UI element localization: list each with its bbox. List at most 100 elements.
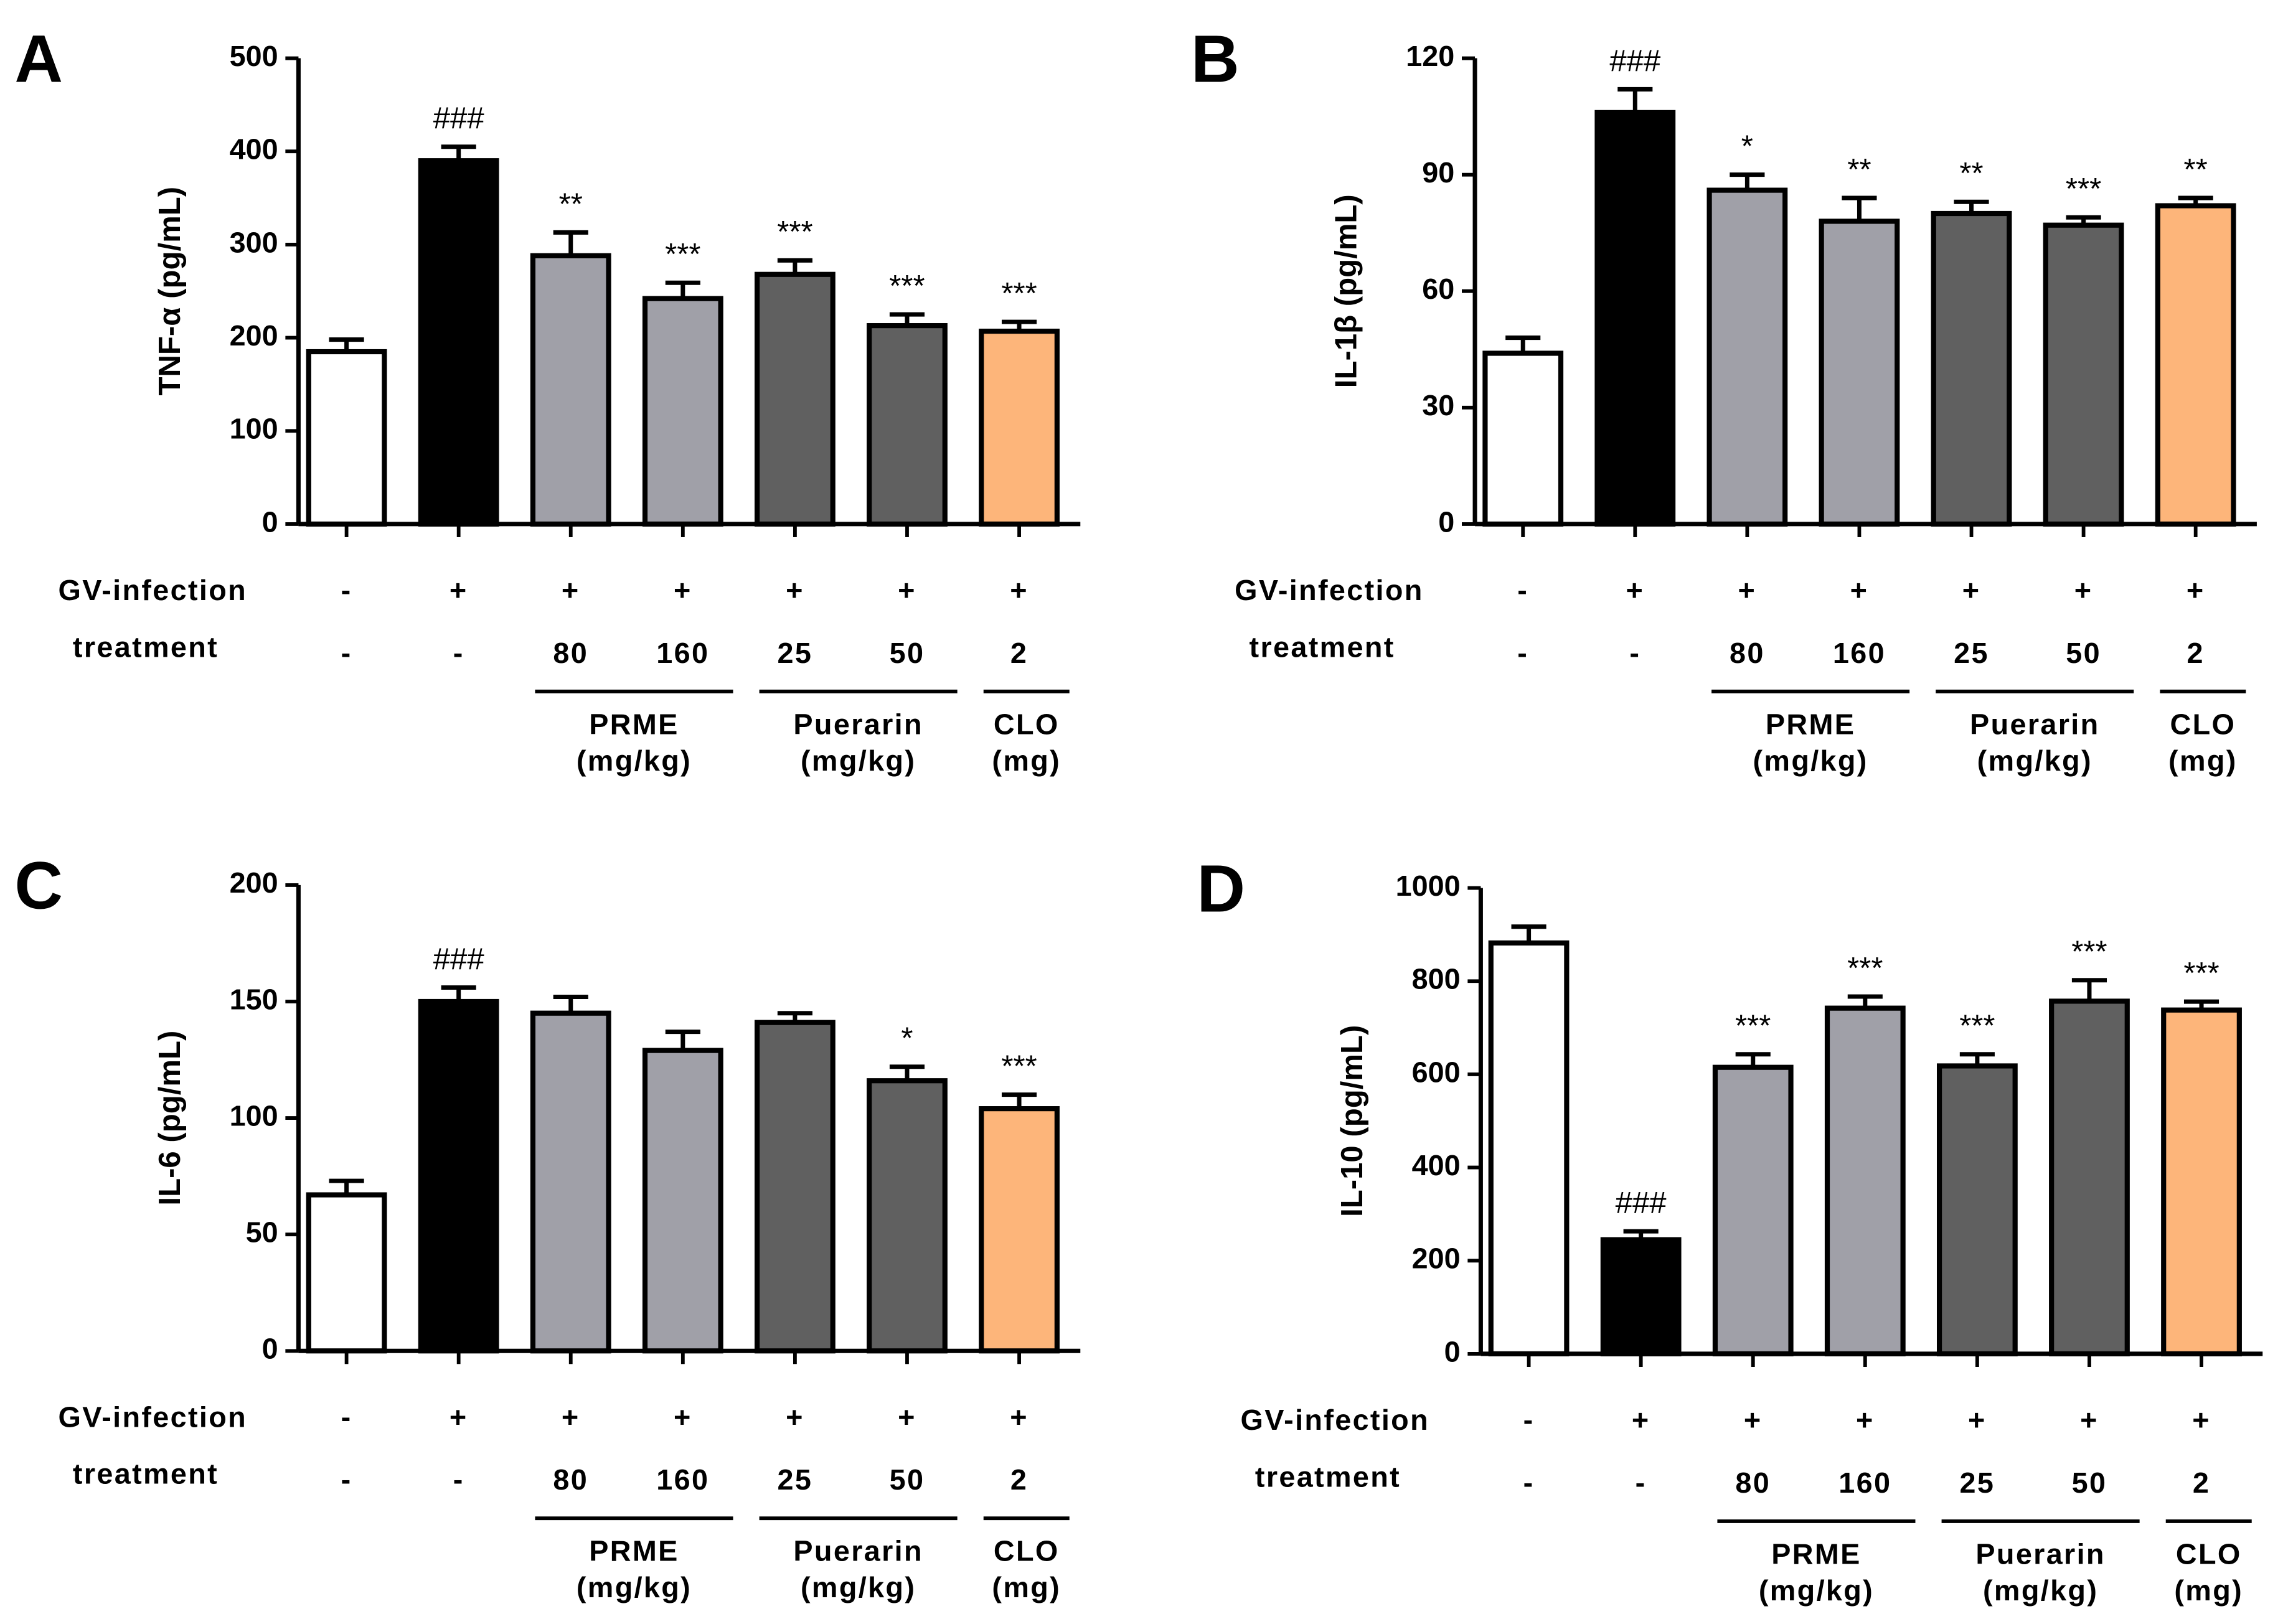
row-value: +	[1010, 574, 1029, 606]
row-value: +	[1738, 574, 1757, 606]
bar	[979, 328, 1060, 527]
row-label: treatment	[1255, 1460, 1401, 1493]
group-label: PRME	[589, 708, 679, 740]
row-value: -	[453, 1463, 464, 1496]
row-value: -	[453, 637, 464, 669]
row-value: 50	[2072, 1467, 2107, 1499]
row-value: 80	[553, 1463, 588, 1496]
y-tick-label: 30	[1422, 389, 1454, 421]
row-value: -	[341, 574, 352, 606]
row-value: -	[1517, 637, 1528, 669]
row-label: GV-infection	[59, 1401, 247, 1434]
group-label: (mg)	[992, 744, 1061, 777]
significance-label: ***	[889, 270, 925, 303]
row-value: +	[450, 574, 468, 606]
group-label: Puerarin	[793, 1535, 923, 1567]
row-value: -	[1517, 574, 1528, 606]
significance-label: ***	[2071, 936, 2107, 969]
significance-label: ***	[2183, 957, 2219, 990]
y-tick-label: 100	[230, 413, 278, 445]
group-label: (mg/kg)	[801, 1571, 916, 1603]
group-label: CLO	[2176, 1537, 2242, 1570]
panel: CIL-6 (pg/mL)050100150200###****GV-infec…	[14, 848, 1081, 1603]
bar	[1931, 210, 2012, 527]
group-label: (mg)	[992, 1571, 1061, 1603]
bar	[867, 323, 948, 527]
row-value: 25	[778, 637, 813, 669]
y-tick-label: 200	[1412, 1242, 1461, 1275]
row-value: +	[674, 574, 692, 606]
panel-label: B	[1191, 21, 1240, 96]
y-tick-label: 800	[1412, 963, 1461, 995]
significance-label: **	[1847, 153, 1871, 187]
group-label: (mg/kg)	[577, 744, 692, 777]
y-tick-label: 400	[1412, 1149, 1461, 1181]
panel-label: A	[14, 21, 63, 96]
group-label: CLO	[994, 1535, 1060, 1567]
row-value: 2	[1010, 637, 1028, 669]
bar	[2049, 998, 2130, 1357]
row-value: +	[786, 574, 804, 606]
row-value: +	[1626, 574, 1644, 606]
significance-label: ***	[665, 238, 700, 271]
significance-label: ###	[1616, 1186, 1667, 1220]
row-value: 160	[1833, 637, 1886, 669]
bar	[1824, 1005, 1906, 1357]
row-value: +	[898, 574, 916, 606]
y-tick-label: 200	[230, 866, 278, 899]
row-value: -	[341, 1401, 352, 1434]
row-value: 160	[656, 637, 709, 669]
row-value: 160	[656, 1463, 709, 1496]
row-value: +	[2080, 1404, 2099, 1436]
bar	[1936, 1063, 2018, 1357]
significance-label: ***	[1001, 1050, 1037, 1084]
group-label: (mg/kg)	[1977, 744, 2092, 777]
group-label: CLO	[994, 708, 1060, 740]
row-value: +	[562, 574, 580, 606]
y-tick-label: 0	[262, 505, 278, 538]
significance-label: ***	[1847, 952, 1883, 985]
y-axis-title: IL-10 (pg/mL)	[1335, 1025, 1369, 1217]
row-value: 25	[1960, 1467, 1995, 1499]
bar	[642, 296, 723, 527]
y-tick-label: 0	[1444, 1335, 1461, 1368]
group-label: (mg/kg)	[577, 1571, 692, 1603]
y-tick-label: 50	[246, 1216, 278, 1249]
row-value: 80	[1735, 1467, 1771, 1499]
significance-label: *	[901, 1022, 913, 1056]
row-value: -	[1523, 1404, 1535, 1436]
significance-label: **	[1959, 157, 1983, 190]
significance-label: **	[2184, 153, 2208, 187]
group-label: Puerarin	[793, 708, 923, 740]
row-value: +	[450, 1401, 468, 1434]
significance-label: ***	[1959, 1010, 1995, 1043]
bar	[1706, 187, 1788, 527]
row-value: 80	[553, 637, 588, 669]
group-label: (mg/kg)	[1983, 1574, 2098, 1607]
bar	[1819, 218, 1900, 527]
row-label: GV-infection	[1235, 574, 1423, 606]
group-label: PRME	[1766, 708, 1855, 740]
row-value: +	[1962, 574, 1981, 606]
y-tick-label: 60	[1422, 273, 1454, 305]
bar	[1594, 110, 1676, 527]
row-value: 2	[2187, 637, 2205, 669]
y-tick-label: 300	[230, 226, 278, 258]
group-label: PRME	[1771, 1537, 1861, 1570]
row-value: 160	[1838, 1467, 1891, 1499]
row-value: +	[1632, 1404, 1650, 1436]
bar	[755, 271, 836, 527]
y-tick-label: 400	[230, 133, 278, 166]
y-tick-label: 150	[230, 983, 278, 1015]
group-label: (mg/kg)	[1759, 1574, 1874, 1607]
row-value: -	[1629, 637, 1640, 669]
bar	[530, 1010, 611, 1354]
group-label: PRME	[589, 1535, 679, 1567]
group-label: Puerarin	[1970, 708, 2099, 740]
row-value: 50	[2066, 637, 2101, 669]
row-label: treatment	[1250, 631, 1395, 663]
